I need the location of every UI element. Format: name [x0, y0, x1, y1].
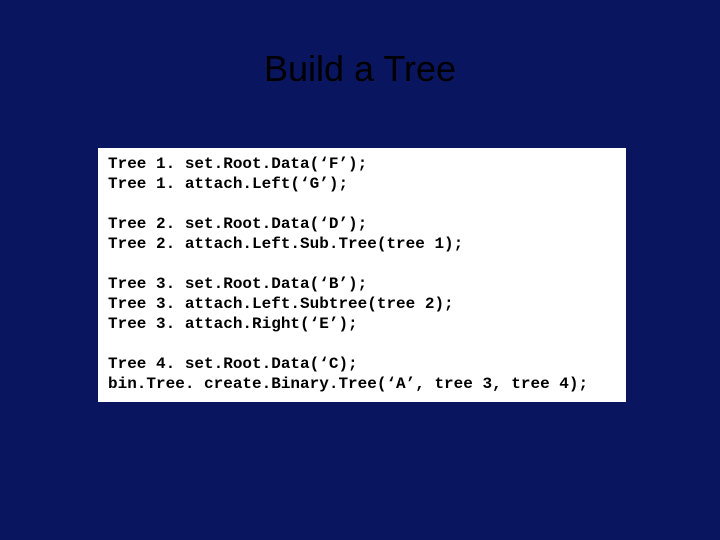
block-spacer	[108, 334, 616, 354]
code-line: Tree 3. attach.Left.Subtree(tree 2);	[108, 294, 616, 314]
code-line: Tree 2. set.Root.Data(‘D’);	[108, 214, 616, 234]
slide: Build a Tree Tree 1. set.Root.Data(‘F’);…	[0, 0, 720, 540]
code-line: bin.Tree. create.Binary.Tree(‘A’, tree 3…	[108, 374, 616, 394]
block-spacer	[108, 194, 616, 214]
slide-title: Build a Tree	[0, 48, 720, 90]
code-line: Tree 1. set.Root.Data(‘F’);	[108, 154, 616, 174]
code-line: Tree 4. set.Root.Data(‘C);	[108, 354, 616, 374]
code-line: Tree 1. attach.Left(‘G’);	[108, 174, 616, 194]
code-box: Tree 1. set.Root.Data(‘F’); Tree 1. atta…	[98, 148, 626, 402]
code-line: Tree 3. attach.Right(‘E’);	[108, 314, 616, 334]
code-line: Tree 2. attach.Left.Sub.Tree(tree 1);	[108, 234, 616, 254]
code-line: Tree 3. set.Root.Data(‘B’);	[108, 274, 616, 294]
block-spacer	[108, 254, 616, 274]
